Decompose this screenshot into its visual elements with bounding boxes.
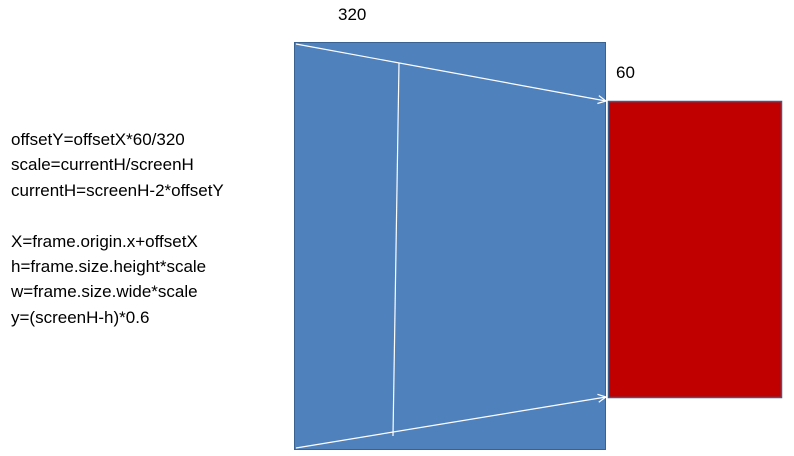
formula-y: y=(screenH-h)*0.6 <box>11 307 150 327</box>
formula-scale: scale=currentH/screenH <box>11 155 194 175</box>
formula-currenth: currentH=screenH-2*offsetY <box>11 180 224 200</box>
screen-rectangle <box>294 42 606 450</box>
top-perspective-arrow <box>295 43 606 101</box>
formula-x: X=frame.origin.x+offsetX <box>11 231 198 251</box>
formula-spacer <box>11 203 224 228</box>
formula-offsety: offsetY=offsetX*60/320 <box>11 130 185 149</box>
formula-h: h=frame.size.height*scale <box>11 256 207 276</box>
bottom-perspective-arrow <box>295 397 606 449</box>
formula-w: w=frame.size.wide*scale <box>11 282 198 302</box>
top-width-label: 320 <box>338 5 367 24</box>
formula-block: offsetY=offsetX*60/320 scale=currentH/sc… <box>11 127 224 330</box>
offset-rectangle <box>607 100 783 399</box>
vertical-guide-line <box>392 62 400 437</box>
right-offset-label: 60 <box>616 63 635 82</box>
